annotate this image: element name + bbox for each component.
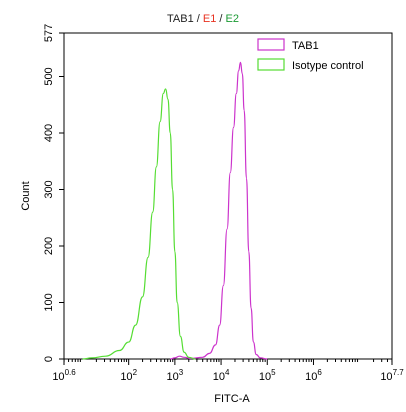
legend-swatch bbox=[257, 58, 285, 71]
y-tick-label: 300 bbox=[43, 180, 55, 198]
y-tick-label: 100 bbox=[43, 293, 55, 311]
x-tick-label: 103 bbox=[167, 368, 184, 383]
chart-title-text: TAB1 / E1 / E2 bbox=[167, 13, 239, 25]
chart-title-part-2: E1 bbox=[203, 13, 216, 25]
chart-title-part-0: TAB1 bbox=[167, 13, 194, 25]
y-tick-label: 0 bbox=[43, 356, 55, 362]
legend: TAB1 Isotype control bbox=[257, 38, 364, 72]
x-tick-label: 106 bbox=[305, 368, 322, 383]
chart-title: TAB1 / E1 / E2 bbox=[167, 13, 239, 25]
y-tick-label: 200 bbox=[43, 237, 55, 255]
y-axis: 0 100 200 300 400 500 577 bbox=[43, 24, 64, 362]
y-tick-label: 577 bbox=[43, 24, 55, 42]
legend-label: TAB1 bbox=[292, 40, 319, 52]
chart-title-part-4: E2 bbox=[226, 13, 239, 25]
x-axis: 100.6 102 103 104 105 106 107.7 bbox=[52, 359, 404, 383]
series-line-isotype-control bbox=[82, 88, 196, 360]
x-tick-label: 100.6 bbox=[52, 368, 76, 383]
y-tick-label: 400 bbox=[43, 124, 55, 142]
y-tick-label: 500 bbox=[43, 67, 55, 85]
x-tick-label: 104 bbox=[213, 368, 230, 383]
chart-title-part-1: / bbox=[194, 13, 203, 25]
x-tick-label: 107.7 bbox=[380, 368, 404, 383]
x-tick-label: 105 bbox=[259, 368, 276, 383]
y-axis-label: Count bbox=[20, 181, 32, 210]
series-line-tab1 bbox=[170, 61, 268, 360]
legend-label: Isotype control bbox=[292, 60, 364, 72]
x-axis-label: FITC-A bbox=[214, 393, 250, 405]
x-tick-label: 102 bbox=[120, 368, 137, 383]
series-group bbox=[82, 61, 268, 360]
chart-title-part-3: / bbox=[216, 13, 225, 25]
legend-swatch bbox=[257, 38, 285, 51]
plot-frame bbox=[63, 32, 393, 360]
